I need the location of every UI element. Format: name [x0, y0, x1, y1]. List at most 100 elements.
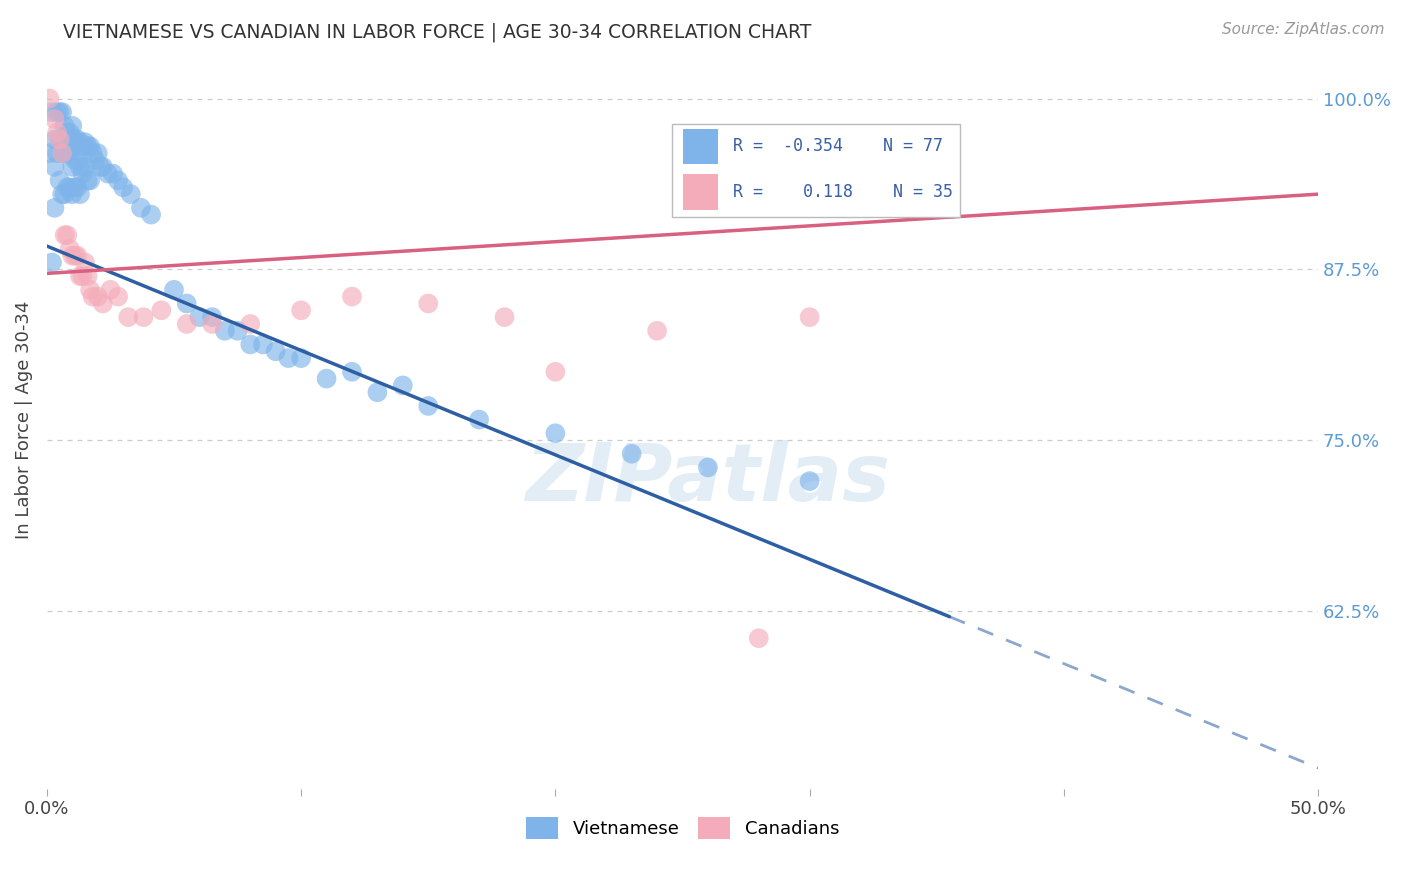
Point — [73, 255, 96, 269]
Point — [53, 187, 76, 202]
Point — [44, 112, 66, 126]
Point — [60, 160, 83, 174]
Point — [340, 290, 363, 304]
Point — [66, 153, 89, 167]
Point — [120, 187, 142, 202]
Point — [87, 146, 110, 161]
Point — [60, 139, 83, 153]
Point — [53, 228, 76, 243]
Point — [315, 371, 337, 385]
Point — [46, 146, 69, 161]
Point — [69, 160, 91, 174]
Point — [69, 187, 91, 202]
Text: VIETNAMESE VS CANADIAN IN LABOR FORCE | AGE 30-34 CORRELATION CHART: VIETNAMESE VS CANADIAN IN LABOR FORCE | … — [63, 22, 811, 42]
Point — [76, 269, 98, 284]
Point — [69, 135, 91, 149]
Point — [176, 317, 198, 331]
Point — [82, 146, 104, 161]
Point — [366, 385, 388, 400]
Point — [63, 153, 86, 167]
Text: Source: ZipAtlas.com: Source: ZipAtlas.com — [1222, 22, 1385, 37]
Point — [799, 310, 821, 325]
Point — [697, 460, 720, 475]
Point — [107, 173, 129, 187]
Point — [44, 132, 66, 146]
Text: ZIPatlas: ZIPatlas — [526, 440, 890, 517]
Point — [41, 105, 63, 120]
Point — [214, 324, 236, 338]
Point — [38, 146, 60, 161]
Point — [188, 310, 211, 325]
Point — [72, 167, 94, 181]
Point — [76, 173, 98, 187]
Point — [544, 426, 567, 441]
Point — [66, 132, 89, 146]
Point — [84, 153, 107, 167]
Point — [87, 290, 110, 304]
Point — [91, 296, 114, 310]
Point — [252, 337, 274, 351]
Point — [91, 160, 114, 174]
Point — [59, 126, 82, 140]
Point — [264, 344, 287, 359]
Point — [290, 303, 312, 318]
Point — [73, 160, 96, 174]
Point — [799, 474, 821, 488]
Point — [46, 105, 69, 120]
Point — [620, 447, 643, 461]
Legend: Vietnamese, Canadians: Vietnamese, Canadians — [519, 809, 846, 846]
Point — [239, 337, 262, 351]
Point — [176, 296, 198, 310]
Point — [46, 126, 69, 140]
Point — [494, 310, 516, 325]
Point — [107, 290, 129, 304]
Point — [89, 160, 111, 174]
Point — [392, 378, 415, 392]
Point — [59, 242, 82, 256]
Point — [72, 139, 94, 153]
Point — [51, 187, 73, 202]
Point — [277, 351, 299, 365]
Point — [82, 290, 104, 304]
Point — [51, 105, 73, 120]
Point — [132, 310, 155, 325]
Text: R =    0.118    N = 35: R = 0.118 N = 35 — [733, 183, 953, 201]
Point — [56, 180, 79, 194]
Point — [418, 399, 440, 413]
Point — [63, 249, 86, 263]
Point — [290, 351, 312, 365]
Point — [72, 269, 94, 284]
Point — [63, 180, 86, 194]
Point — [56, 146, 79, 161]
Point — [239, 317, 262, 331]
Point — [100, 283, 122, 297]
Point — [66, 180, 89, 194]
Point — [79, 139, 101, 153]
Point — [79, 173, 101, 187]
Point — [53, 146, 76, 161]
Point — [97, 167, 120, 181]
Point — [48, 173, 70, 187]
Point — [66, 249, 89, 263]
Point — [79, 283, 101, 297]
Point — [59, 146, 82, 161]
Point — [51, 146, 73, 161]
Point — [117, 310, 139, 325]
Point — [63, 132, 86, 146]
Point — [56, 228, 79, 243]
Text: R =  -0.354    N = 77: R = -0.354 N = 77 — [733, 137, 943, 155]
Point — [748, 632, 770, 646]
Point — [53, 119, 76, 133]
Point — [129, 201, 152, 215]
Point — [48, 105, 70, 120]
Point — [150, 303, 173, 318]
Point — [44, 201, 66, 215]
Point — [44, 160, 66, 174]
Point — [69, 269, 91, 284]
Point — [73, 135, 96, 149]
Point — [48, 132, 70, 146]
Point — [201, 310, 224, 325]
Point — [112, 180, 135, 194]
Point — [101, 167, 124, 181]
Point — [163, 283, 186, 297]
